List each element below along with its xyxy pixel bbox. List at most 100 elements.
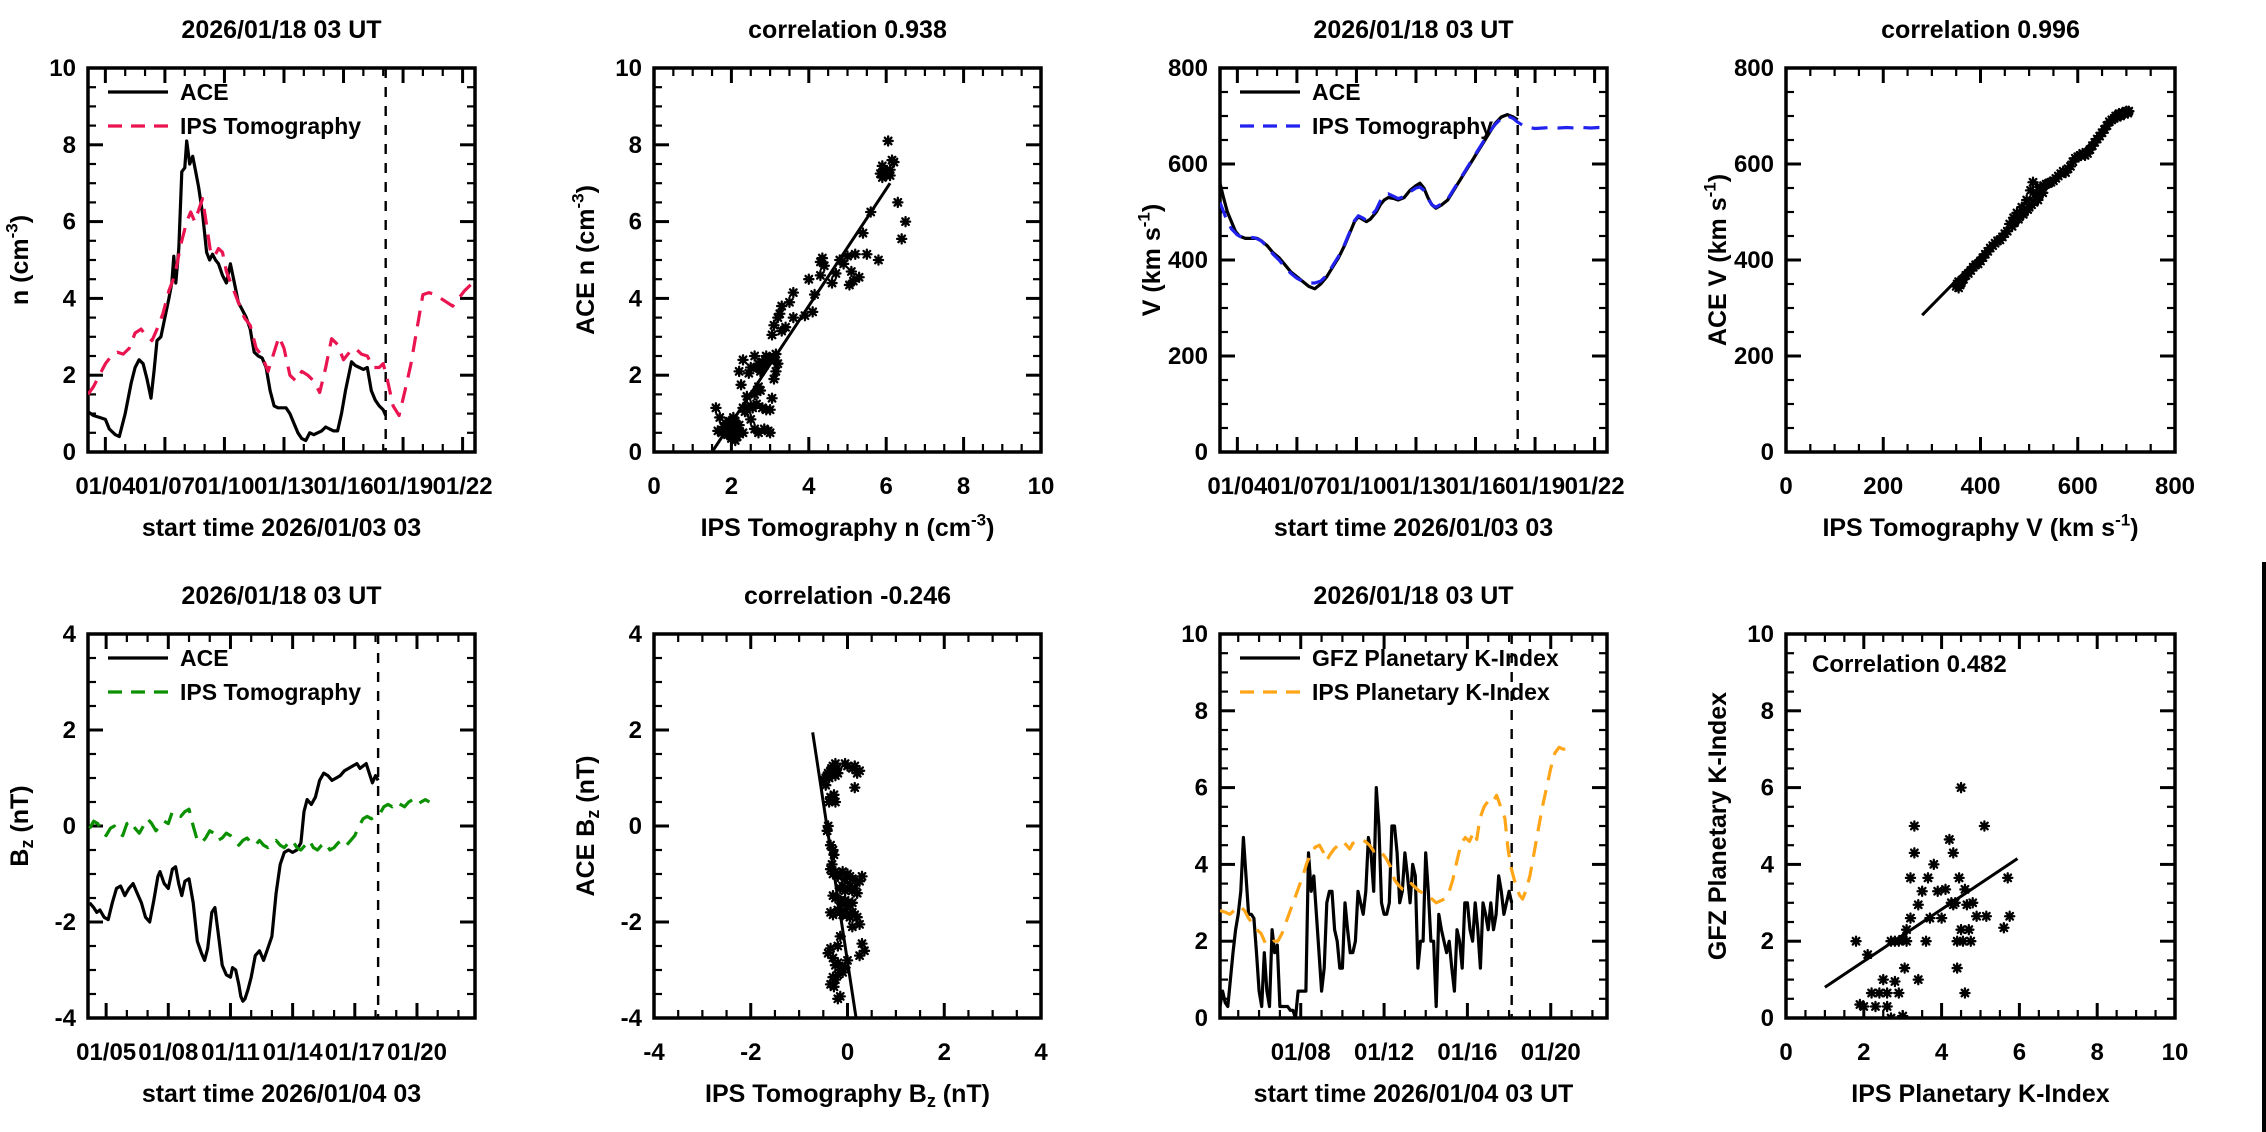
velocity-scatter-chart: 0 200 400 600 800 0 200 400 600 800 correlation 0.…: [1701, 16, 2196, 543]
svg-text:8: 8: [957, 473, 970, 500]
svg-text:8: 8: [629, 132, 642, 159]
svg-text:correlation 0.938: correlation 0.938: [748, 16, 947, 44]
svg-text:ACE Bz (nT): ACE Bz (nT): [572, 756, 603, 897]
svg-text:8: 8: [63, 132, 76, 159]
svg-text:-4: -4: [621, 1005, 643, 1032]
svg-text:IPS Tomography Bz (nT): IPS Tomography Bz (nT): [705, 1080, 990, 1111]
svg-text:6: 6: [1761, 775, 1774, 802]
svg-text:10: 10: [49, 55, 76, 82]
svg-text:200: 200: [1863, 473, 1903, 500]
svg-text:-2: -2: [621, 909, 642, 936]
svg-text:01/16: 01/16: [1445, 473, 1505, 500]
svg-text:01/07: 01/07: [1267, 473, 1327, 500]
svg-text:01/04: 01/04: [1207, 473, 1268, 500]
svg-text:6: 6: [63, 209, 76, 236]
svg-text:IPS Planetary K-Index: IPS Planetary K-Index: [1312, 679, 1550, 705]
svg-text:2: 2: [63, 362, 76, 389]
svg-text:01/13: 01/13: [1386, 473, 1446, 500]
kindex-scatter-chart: 0 2 4 6 8 10 0 2 4 6 8 10 IPS Planetary K-Index GFZ P…: [1704, 621, 2188, 1108]
svg-text:0: 0: [629, 439, 642, 466]
svg-text:600: 600: [1168, 151, 1208, 178]
svg-text:01/22: 01/22: [1565, 473, 1625, 500]
svg-text:0: 0: [1779, 473, 1792, 500]
svg-text:01/08: 01/08: [1271, 1039, 1331, 1066]
svg-text:2: 2: [629, 717, 642, 744]
svg-text:-4: -4: [55, 1005, 77, 1032]
svg-text:01/10: 01/10: [1326, 473, 1386, 500]
panel-velocity-timeseries: 01/04 01/07 01/10 01/13 01/16 01/19 01/22 0 200 4…: [1132, 0, 1698, 566]
panel-bz-timeseries: 01/05 01/08 01/11 01/14 01/17 01/20 -4 -2 0 2 4 202…: [0, 566, 566, 1132]
svg-text:01/10: 01/10: [194, 473, 254, 500]
panel-velocity-scatter: 0 200 400 600 800 0 200 400 600 800 correlation 0.…: [1698, 0, 2266, 566]
svg-text:start time 2026/01/03 03: start time 2026/01/03 03: [1274, 514, 1553, 542]
bz-timeseries-chart: 01/05 01/08 01/11 01/14 01/17 01/20 -4 -2 0 2 4 202…: [6, 582, 477, 1108]
svg-text:4: 4: [629, 621, 643, 648]
svg-text:400: 400: [1168, 247, 1208, 274]
svg-text:10: 10: [1747, 621, 1774, 648]
svg-text:-2: -2: [55, 909, 76, 936]
svg-text:4: 4: [802, 473, 816, 500]
panel-density-timeseries: 01/04 01/07 01/10 01/13 01/16 01/19 01/22 0 2 4 6 8…: [0, 0, 566, 566]
svg-text:0: 0: [647, 473, 660, 500]
svg-text:600: 600: [2058, 473, 2098, 500]
svg-text:8: 8: [1195, 698, 1208, 725]
svg-text:correlation -0.246: correlation -0.246: [744, 582, 951, 610]
svg-text:01/04: 01/04: [75, 473, 136, 500]
svg-text:8: 8: [2091, 1039, 2104, 1066]
svg-text:4: 4: [629, 285, 643, 312]
svg-text:2026/01/18 03 UT: 2026/01/18 03 UT: [181, 582, 381, 610]
svg-text:0: 0: [1195, 439, 1208, 466]
svg-text:6: 6: [880, 473, 893, 500]
svg-text:01/14: 01/14: [263, 1039, 324, 1066]
svg-text:01/13: 01/13: [254, 473, 314, 500]
svg-text:01/11: 01/11: [201, 1039, 260, 1066]
svg-text:IPS Tomography V (km s-1): IPS Tomography V (km s-1): [1822, 511, 2138, 543]
svg-text:01/12: 01/12: [1354, 1039, 1414, 1066]
svg-text:01/22: 01/22: [433, 473, 493, 500]
svg-text:ACE: ACE: [1312, 79, 1361, 105]
svg-text:0: 0: [1779, 1039, 1792, 1066]
panel-bz-scatter: -4 -2 0 2 4 -4 -2 0 2 4 correlation -0.246 IPS Tomo…: [566, 566, 1132, 1132]
svg-text:2: 2: [63, 717, 76, 744]
panel-density-scatter: 0 2 4 6 8 10 0 2 4 6 8 10 correlation 0.938 IPS Tomog…: [566, 0, 1132, 566]
svg-text:4: 4: [1034, 1039, 1048, 1066]
svg-text:800: 800: [1734, 55, 1774, 82]
density-timeseries-chart: 01/04 01/07 01/10 01/13 01/16 01/19 01/22 0 2 4 6 8…: [3, 16, 493, 542]
svg-text:start time 2026/01/04 03: start time 2026/01/04 03: [142, 1080, 421, 1108]
svg-text:Bz (nT): Bz (nT): [6, 785, 37, 866]
svg-text:01/08: 01/08: [138, 1039, 198, 1066]
svg-text:01/05: 01/05: [76, 1039, 136, 1066]
svg-text:ACE n (cm-3): ACE n (cm-3): [569, 185, 601, 335]
panel-kindex-scatter: 0 2 4 6 8 10 0 2 4 6 8 10 IPS Planetary K-Index GFZ P…: [1698, 566, 2266, 1132]
svg-text:0: 0: [63, 439, 76, 466]
bz-scatter-chart: -4 -2 0 2 4 -4 -2 0 2 4 correlation -0.246 IPS Tomo…: [572, 582, 1048, 1111]
density-scatter-chart: 0 2 4 6 8 10 0 2 4 6 8 10 correlation 0.938 IPS Tomog…: [569, 16, 1055, 542]
svg-text:4: 4: [63, 621, 77, 648]
svg-text:01/19: 01/19: [373, 473, 433, 500]
panel-kindex-timeseries: 01/08 01/12 01/16 01/20 0 2 4 6 8 10 2026/01/18 03…: [1132, 566, 1698, 1132]
svg-text:2: 2: [629, 362, 642, 389]
svg-text:400: 400: [1960, 473, 2000, 500]
svg-text:2: 2: [725, 473, 738, 500]
svg-text:ACE: ACE: [180, 79, 229, 105]
svg-text:01/19: 01/19: [1505, 473, 1565, 500]
svg-text:0: 0: [1761, 1005, 1774, 1032]
svg-text:6: 6: [629, 209, 642, 236]
svg-text:01/07: 01/07: [135, 473, 195, 500]
svg-text:0: 0: [1195, 1005, 1208, 1032]
svg-text:2: 2: [1857, 1039, 1870, 1066]
svg-text:600: 600: [1734, 151, 1774, 178]
svg-text:-2: -2: [740, 1039, 761, 1066]
svg-text:2: 2: [938, 1039, 951, 1066]
svg-text:0: 0: [841, 1039, 854, 1066]
svg-text:ACE: ACE: [180, 645, 229, 671]
svg-text:2: 2: [1195, 928, 1208, 955]
velocity-timeseries-chart: 01/04 01/07 01/10 01/13 01/16 01/19 01/22 0 200 4…: [1135, 16, 1625, 542]
svg-text:10: 10: [1028, 473, 1055, 500]
svg-text:start time 2026/01/04 03 UT: start time 2026/01/04 03 UT: [1254, 1080, 1574, 1108]
svg-text:V (km s-1): V (km s-1): [1135, 204, 1167, 316]
svg-text:IPS Tomography: IPS Tomography: [180, 679, 361, 705]
svg-text:ACE V (km s-1): ACE V (km s-1): [1701, 174, 1733, 346]
svg-text:10: 10: [615, 55, 642, 82]
svg-text:IPS Tomography: IPS Tomography: [180, 113, 361, 139]
